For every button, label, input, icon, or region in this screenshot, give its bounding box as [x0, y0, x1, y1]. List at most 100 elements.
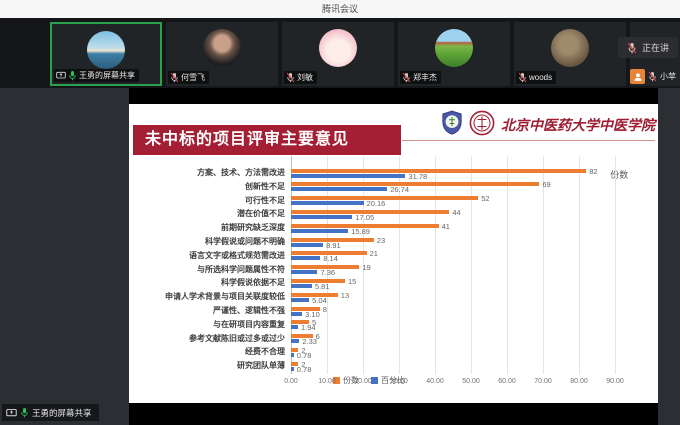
chart-row: 研究团队单薄 2 0.78: [147, 359, 655, 373]
x-tick-label: 70.00: [534, 378, 552, 385]
screen-share-icon: [6, 408, 17, 418]
percent-bar: [291, 311, 303, 316]
category-label: 语言文字或格式规范需改进: [189, 250, 285, 260]
count-bar: [291, 361, 299, 366]
mic-muted-icon: [518, 72, 527, 83]
percent-bar: [291, 325, 298, 330]
video-tile-zhengfengjie[interactable]: 郑丰杰: [398, 22, 510, 86]
chart-row: 语言文字或格式规范需改进 21 8.14: [147, 249, 655, 263]
video-tile-xiaoping[interactable]: 正在讲 小苹: [618, 22, 680, 86]
percent-bar: [291, 187, 388, 192]
category-label: 研究团队单薄: [237, 361, 285, 371]
percent-bar: [291, 283, 312, 288]
percent-value-label: 3.10: [305, 309, 320, 319]
percent-bar: [291, 339, 300, 344]
percent-value-label: 1.94: [300, 323, 316, 333]
category-label: 申请人学术背景与项目关联度较低: [165, 292, 285, 302]
chart-row: 创新性不足 69 26.74: [147, 180, 655, 194]
participant-name-tag: 刘敏: [284, 71, 317, 84]
count-value-label: 69: [542, 180, 551, 190]
count-bar: [291, 209, 450, 214]
count-bar: [291, 237, 374, 242]
gridline: [543, 156, 544, 374]
avatar: [319, 29, 357, 67]
participant-name: 刘敏: [297, 73, 313, 82]
participant-name: woods: [529, 73, 553, 82]
count-value-label: 6: [315, 332, 320, 342]
percent-value-label: 8.91: [326, 240, 341, 250]
category-label: 科学假说或问题不明确: [205, 237, 285, 246]
university-seal-logo-icon: [469, 110, 495, 136]
count-value-label: 21: [369, 249, 378, 259]
speaking-indicator-text: 正在讲: [642, 43, 670, 53]
share-banner-label: 王勇的屏幕共享: [32, 407, 92, 418]
legend-swatch: [371, 377, 378, 384]
percent-bar: [291, 201, 364, 206]
x-tick-label: 10.00: [318, 378, 336, 385]
gridline: [291, 156, 292, 374]
count-value-label: 2: [301, 359, 306, 369]
count-bar: [291, 292, 338, 297]
count-bar: [291, 196, 479, 201]
series-callout-label: 份数: [610, 170, 629, 180]
percent-bar: [291, 297, 310, 302]
percent-bar: [291, 228, 349, 233]
video-tile-hexuefei[interactable]: 何雪飞: [166, 22, 278, 86]
video-tile-wangyong[interactable]: 王勇的屏幕共享: [50, 22, 162, 86]
gridline: [579, 156, 580, 374]
video-tile-woods[interactable]: woods: [514, 22, 626, 86]
percent-value-label: 0.78: [296, 364, 312, 374]
participant-name-tag: 小苹: [630, 69, 676, 84]
participant-name-tag: 何雪飞: [168, 71, 209, 84]
percent-value-label: 8.14: [323, 254, 338, 264]
count-bar: [291, 223, 439, 228]
video-tile-liumin[interactable]: 刘敏: [282, 22, 394, 86]
count-bar: [291, 168, 587, 173]
percent-value-label: 5.04: [312, 295, 327, 305]
count-value-label: 23: [376, 235, 386, 245]
legend-swatch: [333, 377, 340, 384]
window-title: 腾讯会议: [0, 0, 680, 19]
percent-bar: [291, 366, 294, 371]
chart-row: 科学假说或问题不明确 23 8.91: [147, 235, 655, 249]
x-tick-label: 60.00: [498, 378, 516, 385]
mic-muted-icon: [402, 72, 411, 83]
shared-screen-stage: 未中标的项目评审主要意见 北京中医药大学中医学院 份数 份数 百分比 0.00 10…: [0, 88, 680, 425]
category-label: 方案、技术、方法需改进: [197, 168, 285, 177]
participant-name-tag: 王勇的屏幕共享: [54, 69, 139, 82]
person-avatar-icon: [630, 69, 645, 84]
count-bar: [291, 182, 540, 187]
mic-muted-icon: [170, 72, 179, 83]
x-tick-label: 30.00: [390, 378, 408, 385]
participant-name: 小苹: [660, 72, 676, 81]
gridline: [363, 156, 364, 374]
legend-item: 百分比: [371, 375, 405, 386]
participant-video-strip: 王勇的屏幕共享 何雪飞 刘敏 郑丰杰: [0, 18, 680, 88]
chart-row: 科学假说依据不足 15 5.81: [147, 276, 655, 291]
gridline: [435, 156, 436, 374]
category-label: 与所选科学问题属性不符: [197, 264, 285, 274]
count-value-label: 82: [589, 166, 598, 176]
gridline: [615, 156, 616, 374]
participant-name-tag: 郑丰杰: [400, 71, 441, 84]
x-tick-label: 80.00: [570, 378, 588, 385]
x-tick-label: 90.00: [606, 378, 624, 385]
count-value-label: 2: [301, 345, 306, 355]
count-bar: [291, 306, 320, 311]
speaking-indicator: 正在讲: [618, 37, 679, 58]
university-shield-logo-icon: [441, 110, 463, 136]
screen-share-icon: [56, 71, 66, 80]
participant-name: 何雪飞: [181, 73, 205, 82]
chart-row: 与所选科学问题属性不符 19 7.36: [147, 263, 655, 277]
category-label: 潜在价值不足: [237, 209, 285, 219]
presentation-slide: 未中标的项目评审主要意见 北京中医药大学中医学院 份数 份数 百分比 0.00 10…: [129, 104, 658, 403]
chart-row: 与在研项目内容重复 5 1.94: [147, 318, 655, 332]
chart-row: 严谨性、逻辑性不强 8 3.10: [147, 304, 655, 318]
count-bar: [291, 347, 299, 352]
legend-item: 份数: [333, 375, 359, 386]
percent-bar: [291, 270, 318, 275]
percent-value-label: 0.78: [296, 350, 312, 360]
x-tick-label: 50.00: [462, 378, 480, 385]
participant-name-tag: woods: [516, 71, 557, 84]
percent-value-label: 2.33: [302, 337, 317, 347]
